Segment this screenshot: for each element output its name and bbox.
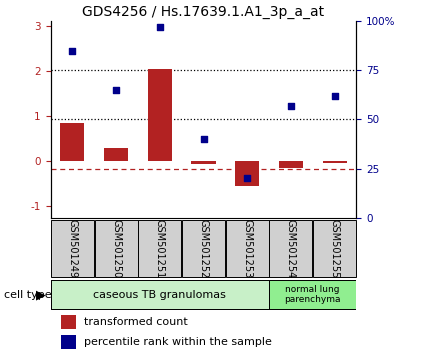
Bar [60,123,84,161]
Text: transformed count: transformed count [84,318,187,327]
Text: GSM501253: GSM501253 [242,219,252,278]
Text: GSM501252: GSM501252 [198,219,209,278]
Text: GSM501254: GSM501254 [286,219,296,278]
Bar [60,335,76,348]
Text: caseous TB granulomas: caseous TB granulomas [93,290,226,300]
Bar [104,148,128,161]
FancyBboxPatch shape [138,220,181,277]
Bar [235,161,259,186]
Bar [148,69,172,161]
FancyBboxPatch shape [313,220,356,277]
Point [69,48,76,53]
Point [200,136,207,142]
Text: GSM501255: GSM501255 [330,219,340,278]
Bar [323,161,347,162]
Point [113,87,120,93]
FancyBboxPatch shape [269,280,356,309]
FancyBboxPatch shape [95,220,138,277]
FancyBboxPatch shape [51,280,269,309]
Text: cell type: cell type [4,290,52,300]
Text: normal lung
parenchyma: normal lung parenchyma [285,285,341,304]
Point [156,24,163,30]
Point [331,93,338,99]
Text: ▶: ▶ [36,288,46,301]
Title: GDS4256 / Hs.17639.1.A1_3p_a_at: GDS4256 / Hs.17639.1.A1_3p_a_at [82,5,325,19]
Point [287,103,294,109]
Text: GSM501250: GSM501250 [111,219,121,278]
FancyBboxPatch shape [182,220,225,277]
Bar [279,161,303,168]
Text: percentile rank within the sample: percentile rank within the sample [84,337,271,347]
FancyBboxPatch shape [269,220,312,277]
Text: GSM501249: GSM501249 [67,219,77,278]
Point [244,176,251,181]
Bar [191,161,216,164]
FancyBboxPatch shape [226,220,269,277]
Text: GSM501251: GSM501251 [155,219,165,278]
FancyBboxPatch shape [51,220,94,277]
Bar [60,315,76,329]
